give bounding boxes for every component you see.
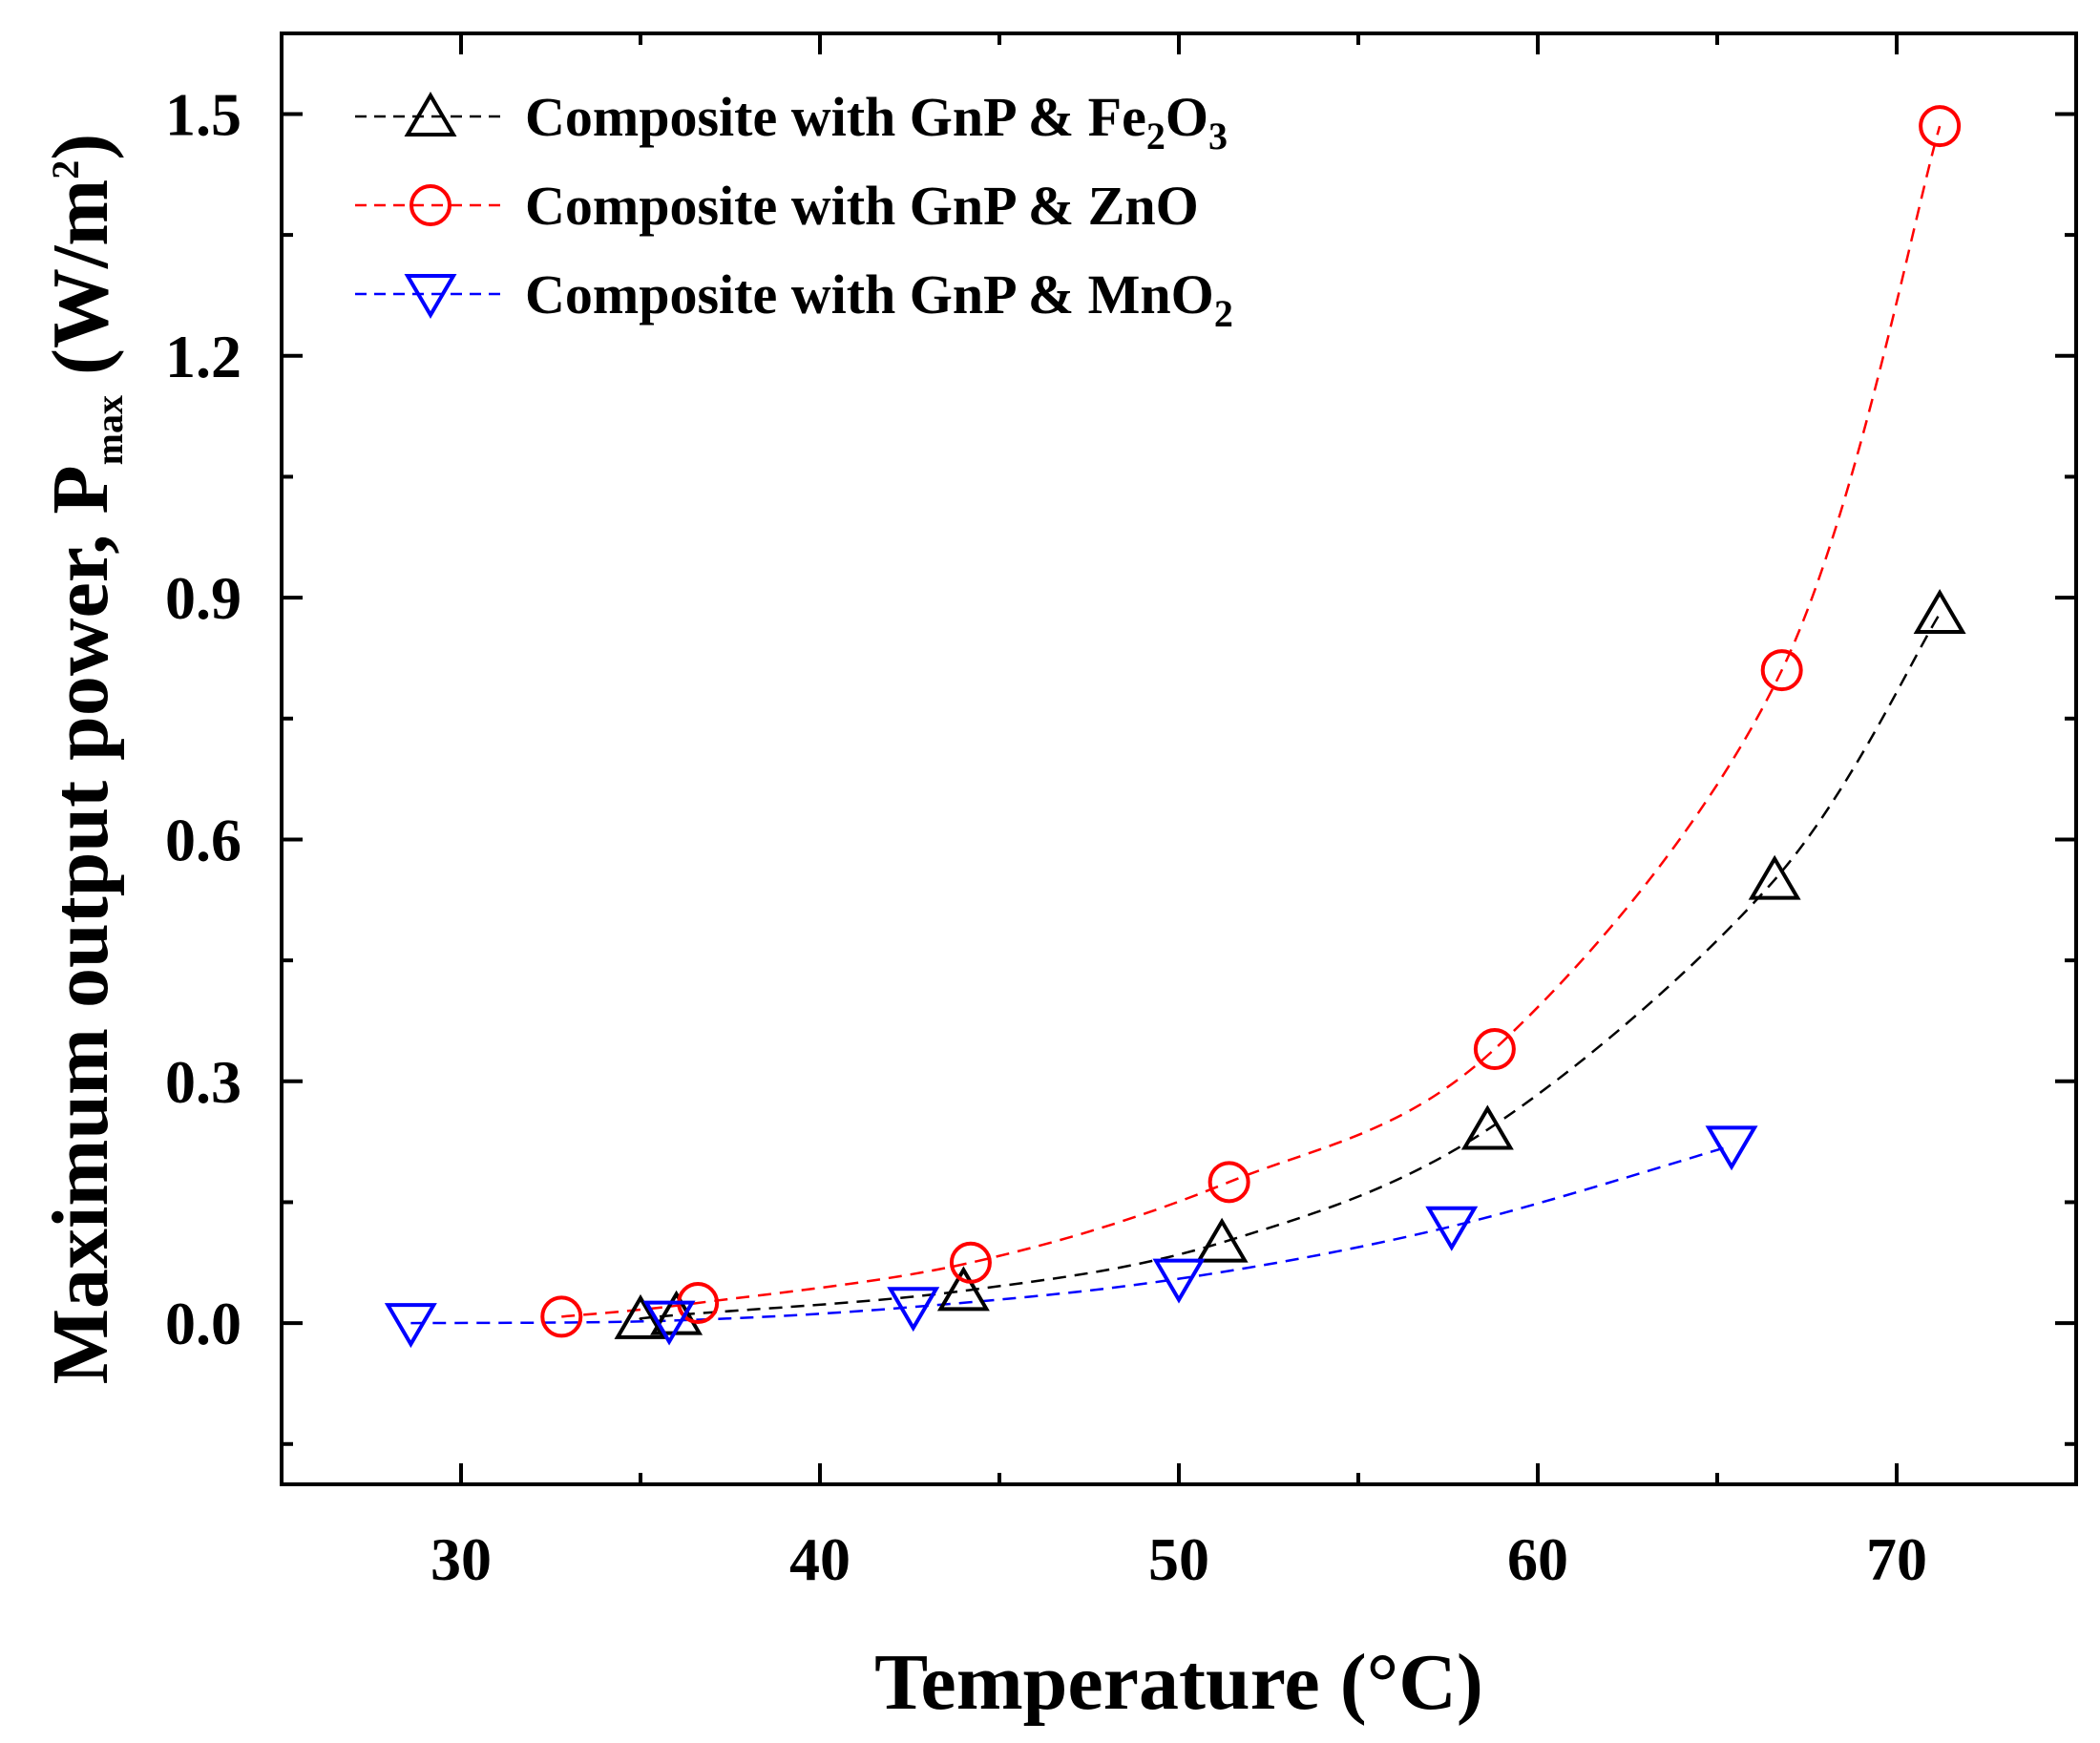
x-tick-label: 60	[1507, 1525, 1568, 1593]
y-tick-label: 0.9	[165, 564, 242, 632]
data-point	[1195, 1217, 1249, 1263]
legend-entry-zno: Composite with GnP & ZnO	[355, 175, 1199, 237]
legend-marker-zno	[410, 184, 452, 226]
plot-frame	[280, 32, 2078, 1486]
data-point	[540, 1295, 583, 1338]
y-axis-title-main: Maximum output power, P	[36, 465, 125, 1384]
y-axis-title-unit-open: (W/m	[36, 179, 125, 395]
series-markers	[384, 105, 1966, 1349]
y-tick-label: 1.2	[165, 323, 242, 390]
y-tick-label: 1.5	[165, 80, 242, 148]
series-lines	[410, 125, 1942, 1325]
legend-marker-shape	[404, 92, 457, 136]
data-point	[1705, 1125, 1758, 1171]
data-point	[949, 1241, 992, 1284]
x-tick-label: 40	[789, 1525, 850, 1593]
legend-marker-fe2o3	[404, 92, 457, 136]
series-line-0	[639, 613, 1942, 1321]
data-point	[887, 1287, 940, 1333]
y-tick-labels: 0.0 0.3 0.6 0.9 1.2 1.5	[165, 80, 242, 1357]
x-tick-label: 30	[430, 1525, 492, 1593]
data-point	[1152, 1258, 1206, 1304]
data-point	[1473, 1028, 1516, 1070]
data-point	[1760, 649, 1803, 692]
data-point	[614, 1293, 667, 1339]
legend-label-mno2: Composite with GnP & MnO2	[525, 263, 1233, 335]
data-point	[1748, 854, 1801, 900]
data-point	[1425, 1206, 1479, 1251]
data-point	[1919, 105, 1962, 148]
legend-marker-shape	[410, 184, 452, 226]
data-point	[936, 1266, 990, 1312]
data-point	[1913, 589, 1966, 634]
legend-entry-fe2o3: Composite with GnP & Fe2O3	[355, 86, 1228, 158]
data-point	[1208, 1161, 1250, 1204]
legend-marker-shape	[404, 274, 457, 319]
y-tick-label: 0.0	[165, 1290, 242, 1357]
data-point	[1460, 1104, 1514, 1150]
y-tick-label: 0.3	[165, 1048, 242, 1116]
x-tick-label: 70	[1866, 1525, 1927, 1593]
legend-entry-mno2: Composite with GnP & MnO2	[355, 263, 1233, 335]
axis-ticks	[282, 33, 2078, 1484]
x-axis-title: Temperature (°C)	[874, 1638, 1483, 1727]
data-point	[642, 1300, 696, 1346]
y-tick-label: 0.6	[165, 806, 242, 873]
x-tick-labels: 30 40 50 60 70	[430, 1525, 1927, 1593]
y-axis-title: Maximum output power, Pmax (W/m2)	[36, 134, 131, 1385]
legend: Composite with GnP & Fe2O3 Composite wit…	[355, 86, 1233, 335]
legend-marker-mno2	[404, 274, 457, 319]
data-point	[384, 1303, 437, 1349]
series-line-1	[561, 125, 1942, 1318]
legend-label-fe2o3: Composite with GnP & Fe2O3	[525, 86, 1228, 158]
series-line-2	[410, 1144, 1732, 1325]
x-tick-label: 50	[1148, 1525, 1209, 1593]
y-axis-title-unit-close: )	[36, 134, 125, 160]
legend-label-zno: Composite with GnP & ZnO	[525, 175, 1199, 237]
y-axis-title-superscript: 2	[44, 160, 87, 179]
y-axis-title-subscript: max	[88, 395, 131, 465]
